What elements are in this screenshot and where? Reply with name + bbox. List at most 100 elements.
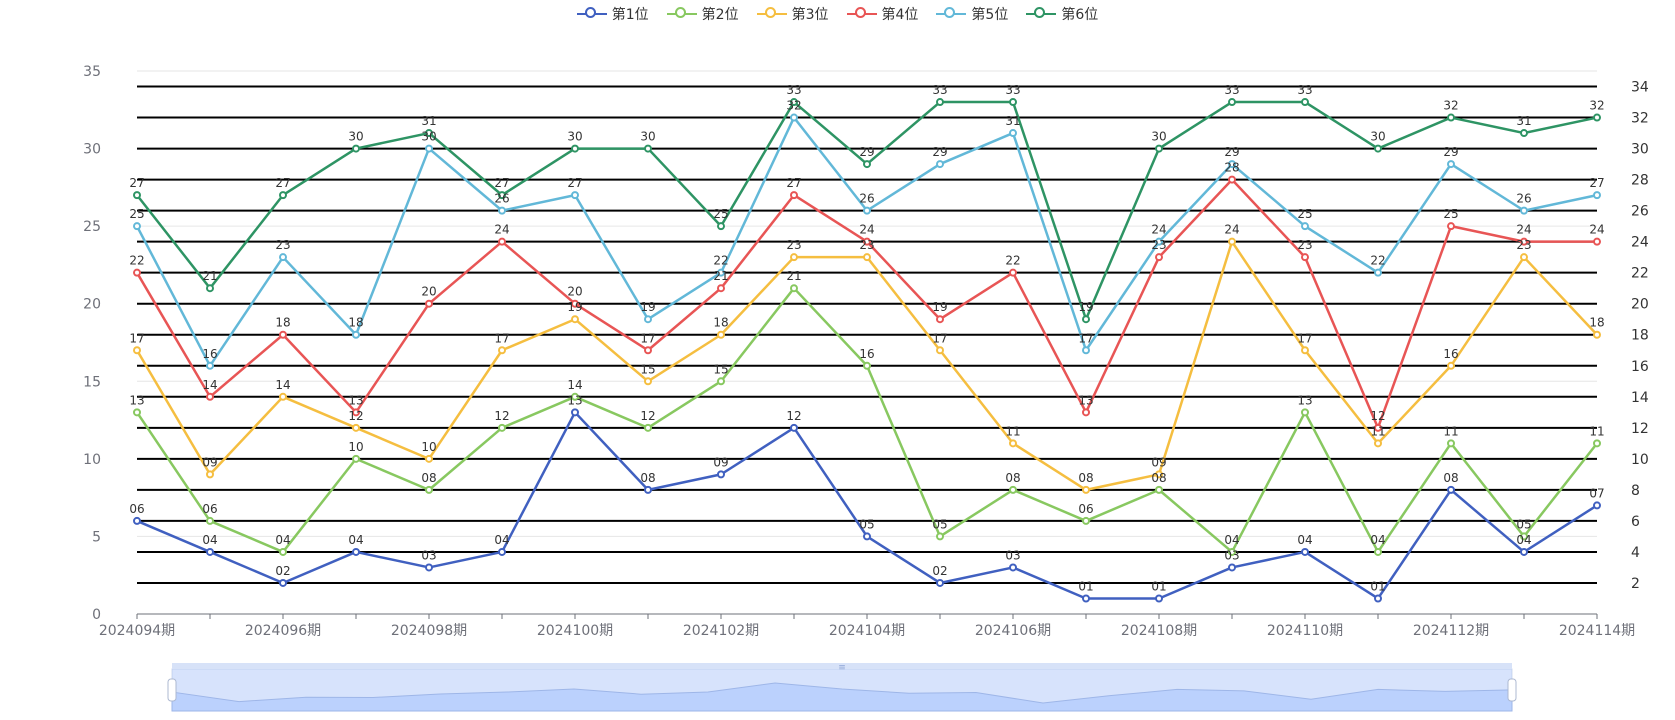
data-point[interactable]: [133, 222, 141, 231]
data-point[interactable]: [1301, 222, 1309, 231]
legend-item-6[interactable]: 第6位: [1026, 4, 1098, 24]
data-point[interactable]: [1009, 129, 1017, 138]
data-point[interactable]: [1374, 547, 1382, 556]
data-point[interactable]: [1374, 268, 1382, 277]
data-point[interactable]: [644, 485, 652, 494]
data-point[interactable]: [1374, 439, 1382, 448]
data-point[interactable]: [352, 454, 360, 463]
data-point[interactable]: [1374, 594, 1382, 603]
data-point[interactable]: [863, 206, 871, 215]
data-point[interactable]: [1593, 113, 1601, 122]
data-point[interactable]: [425, 144, 433, 153]
data-point[interactable]: [133, 408, 141, 417]
data-point[interactable]: [717, 470, 725, 479]
data-point[interactable]: [1082, 408, 1090, 417]
data-point[interactable]: [571, 315, 579, 324]
data-point[interactable]: [936, 346, 944, 355]
data-point[interactable]: [1009, 268, 1017, 277]
data-point[interactable]: [1082, 315, 1090, 324]
data-point[interactable]: [717, 268, 725, 277]
data-point[interactable]: [1520, 237, 1528, 246]
data-point[interactable]: [790, 284, 798, 293]
data-point[interactable]: [498, 237, 506, 246]
data-point[interactable]: [279, 392, 287, 401]
data-point[interactable]: [863, 160, 871, 169]
data-point[interactable]: [1374, 423, 1382, 432]
data-point[interactable]: [571, 408, 579, 417]
data-point[interactable]: [1593, 439, 1601, 448]
data-point[interactable]: [571, 392, 579, 401]
data-point[interactable]: [425, 129, 433, 138]
data-point[interactable]: [133, 191, 141, 200]
data-point[interactable]: [425, 454, 433, 463]
legend-item-1[interactable]: 第1位: [576, 4, 649, 24]
data-point[interactable]: [1228, 547, 1236, 556]
data-point[interactable]: [1520, 253, 1528, 262]
data-point[interactable]: [790, 253, 798, 262]
data-point[interactable]: [717, 377, 725, 386]
data-point[interactable]: [206, 516, 214, 525]
data-point[interactable]: [644, 377, 652, 386]
data-point[interactable]: [1374, 144, 1382, 153]
data-point[interactable]: [863, 361, 871, 370]
data-point[interactable]: [1447, 222, 1455, 231]
data-point[interactable]: [1228, 175, 1236, 184]
data-point[interactable]: [1009, 485, 1017, 494]
data-point[interactable]: [352, 330, 360, 339]
data-point[interactable]: [1082, 594, 1090, 603]
data-point[interactable]: [206, 284, 214, 293]
data-point[interactable]: [1301, 408, 1309, 417]
data-point[interactable]: [1155, 594, 1163, 603]
data-point[interactable]: [1082, 346, 1090, 355]
data-point[interactable]: [863, 237, 871, 246]
data-point[interactable]: [1155, 237, 1163, 246]
data-point[interactable]: [279, 253, 287, 262]
data-point[interactable]: [1520, 532, 1528, 541]
data-point[interactable]: [1009, 439, 1017, 448]
data-point[interactable]: [936, 578, 944, 587]
data-point[interactable]: [279, 191, 287, 200]
data-point[interactable]: [1082, 516, 1090, 525]
data-point[interactable]: [206, 470, 214, 479]
data-zoom-slider[interactable]: ≡: [167, 663, 1517, 712]
data-point[interactable]: [790, 113, 798, 122]
data-point[interactable]: [790, 423, 798, 432]
data-point[interactable]: [790, 98, 798, 107]
data-point[interactable]: [1593, 330, 1601, 339]
data-point[interactable]: [1009, 563, 1017, 572]
data-point[interactable]: [1447, 113, 1455, 122]
data-point[interactable]: [1520, 547, 1528, 556]
data-point[interactable]: [1520, 129, 1528, 138]
data-point[interactable]: [425, 299, 433, 308]
data-point[interactable]: [1228, 563, 1236, 572]
data-point[interactable]: [498, 206, 506, 215]
zoom-handle-left[interactable]: [167, 678, 177, 702]
data-point[interactable]: [133, 516, 141, 525]
legend-item-4[interactable]: 第4位: [846, 4, 918, 24]
data-point[interactable]: [571, 299, 579, 308]
data-point[interactable]: [498, 191, 506, 200]
data-point[interactable]: [1447, 439, 1455, 448]
data-point[interactable]: [571, 191, 579, 200]
data-point[interactable]: [644, 315, 652, 324]
data-point[interactable]: [498, 423, 506, 432]
data-point[interactable]: [206, 361, 214, 370]
data-point[interactable]: [279, 330, 287, 339]
data-point[interactable]: [1301, 98, 1309, 107]
data-point[interactable]: [717, 222, 725, 231]
data-point[interactable]: [279, 578, 287, 587]
data-point[interactable]: [1301, 547, 1309, 556]
data-point[interactable]: [1593, 191, 1601, 200]
data-point[interactable]: [644, 144, 652, 153]
data-point[interactable]: [1155, 144, 1163, 153]
data-point[interactable]: [1155, 253, 1163, 262]
data-point[interactable]: [1520, 206, 1528, 215]
data-point[interactable]: [133, 268, 141, 277]
data-point[interactable]: [1301, 346, 1309, 355]
data-point[interactable]: [1228, 160, 1236, 169]
data-point[interactable]: [1447, 160, 1455, 169]
data-point[interactable]: [425, 563, 433, 572]
data-point[interactable]: [1447, 361, 1455, 370]
data-point[interactable]: [352, 408, 360, 417]
zoom-handle-right[interactable]: [1507, 678, 1517, 702]
